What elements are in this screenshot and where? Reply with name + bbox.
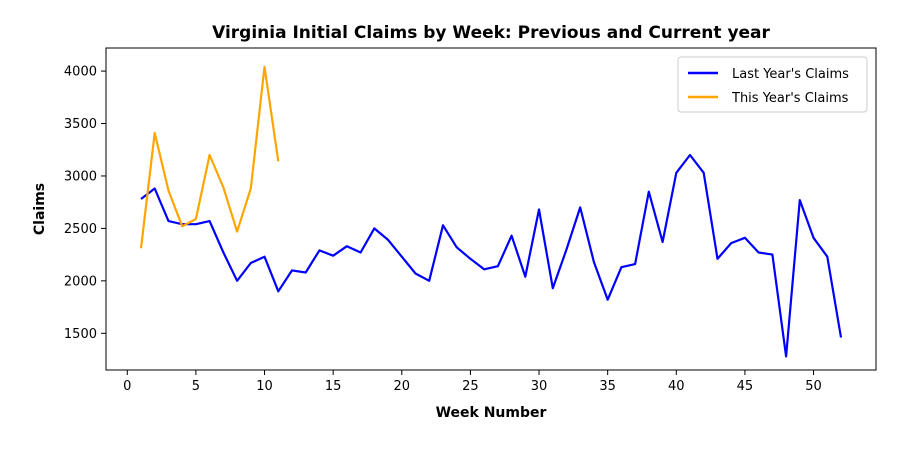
y-tick-label: 1500 [64,327,97,342]
legend-label-this-year: This Year's Claims [731,91,849,106]
series-lines [139,65,843,358]
x-axis-label: Week Number [436,405,547,421]
x-tick-label: 35 [599,379,616,394]
x-tick-label: 5 [192,379,200,394]
x-axis: 0 5 10 15 20 25 30 35 40 45 50 [123,370,822,394]
x-tick-label: 50 [805,379,822,394]
legend-box [677,56,868,113]
x-tick-label: 25 [462,379,479,394]
y-tick-label: 2500 [64,222,97,237]
chart-title: Virginia Initial Claims by Week: Previou… [212,23,770,43]
y-axis: 1500 2000 2500 3000 3500 4000 [64,65,106,342]
y-tick-label: 4000 [64,65,97,80]
x-tick-label: 30 [531,379,548,394]
x-tick-label: 40 [668,379,685,394]
x-tick-label: 10 [256,379,273,394]
series-line-this-year [139,65,280,249]
x-tick-label: 20 [394,379,411,394]
x-tick-label: 45 [737,379,754,394]
series-line-last-year [140,153,843,358]
x-tick-label: 15 [325,379,342,394]
legend-label-last-year: Last Year's Claims [732,67,849,82]
legend: Last Year's Claims This Year's Claims [677,56,868,113]
y-tick-label: 3500 [64,117,97,132]
y-tick-label: 2000 [64,274,97,289]
x-tick-label: 0 [123,379,131,394]
y-tick-label: 3000 [64,169,97,184]
y-axis-label: Claims [32,183,48,235]
